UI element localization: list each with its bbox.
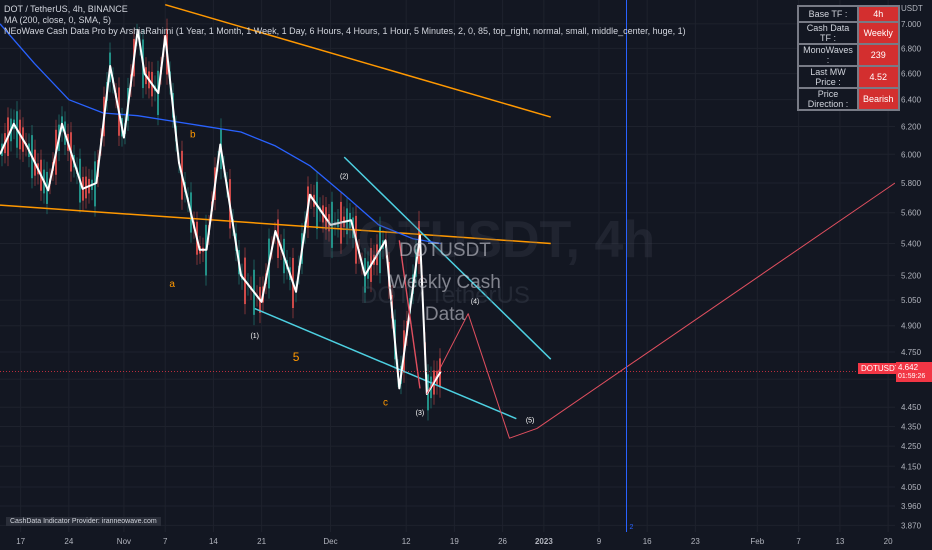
cash-data-table: Base TF : 4h Cash Data TF : Weekly MonoW… <box>797 5 900 111</box>
price-tick-label: 4.900 <box>901 322 922 331</box>
wave-label: (4) <box>471 299 480 306</box>
time-tick-label: Feb <box>750 537 764 546</box>
table-row: MonoWaves : 239 <box>798 44 899 66</box>
watermark-description: DOT / TetherUS <box>360 282 530 309</box>
projection-line <box>426 182 896 439</box>
time-axis-panel <box>0 532 932 550</box>
watermark-line2: Weekly Cash Data <box>389 272 501 325</box>
neowave-indicator-legend[interactable]: NEoWave Cash Data Pro by ArshiaRahimi (1… <box>4 26 686 36</box>
last-price-value: 4.642 <box>898 363 919 372</box>
price-tick-label: 4.450 <box>901 403 922 412</box>
time-tick-label: 16 <box>643 537 652 546</box>
time-axis[interactable]: 17 24 Nov 7 14 21 Dec 12 19 26 2023 9 16 23 Feb 7 13 20 <box>0 532 932 550</box>
table-row: Last MW Price : 4.52 <box>798 66 899 88</box>
price-tick-label: 3.870 <box>901 521 922 530</box>
price-tick-label: 5.200 <box>901 271 922 280</box>
table-label: Last MW Price : <box>798 66 858 88</box>
price-tick-label: 5.800 <box>901 179 922 188</box>
table-label: Cash Data TF : <box>798 22 858 44</box>
trendline-channel-upper <box>343 156 552 360</box>
price-axis[interactable]: 7.000 6.800 6.600 6.400 6.200 6.000 5.800 5.600… <box>895 0 932 550</box>
price-tick-label: 6.200 <box>901 123 922 132</box>
time-tick-label: 2023 <box>535 537 553 546</box>
wave-3-drop-line <box>398 240 421 389</box>
time-tick-label: 13 <box>835 537 844 546</box>
watermark-line1: DOTUSDT <box>399 240 491 261</box>
time-tick-label: 12 <box>402 537 411 546</box>
price-tick-label: 6.400 <box>901 96 922 105</box>
trendline-orange-lower <box>0 204 551 245</box>
neowave-line <box>0 28 442 396</box>
table-row: Cash Data TF : Weekly <box>798 22 899 44</box>
price-tick-label: 6.800 <box>901 44 922 53</box>
cycle-label: 2 <box>630 524 634 531</box>
price-tick-label: 4.750 <box>901 348 922 357</box>
time-tick-label: 23 <box>691 537 700 546</box>
wave-label: 5 <box>293 350 300 364</box>
price-tick-label: 6.600 <box>901 70 922 79</box>
wave-label: a <box>169 279 175 290</box>
trendline-channel-lower <box>254 307 517 420</box>
price-axis-panel <box>895 0 932 550</box>
moving-average-line <box>0 23 441 245</box>
price-tick-label: 6.000 <box>901 150 922 159</box>
time-tick-label: 19 <box>450 537 459 546</box>
time-tick-label: 21 <box>257 537 266 546</box>
table-label: MonoWaves : <box>798 44 858 66</box>
table-value: 4h <box>858 6 899 22</box>
table-value: 4.52 <box>858 66 899 88</box>
watermark-symbol: DOTUSDT, 4h <box>320 211 656 269</box>
time-tick-label: 7 <box>796 537 801 546</box>
ma-indicator-legend[interactable]: MA (200, close, 0, SMA, 5) <box>4 15 112 25</box>
table-value: Weekly <box>858 22 899 44</box>
time-tick-label: 7 <box>163 537 168 546</box>
chart-lines: 2 <box>0 0 896 532</box>
symbol-title[interactable]: DOT / TetherUS, 4h, BINANCE <box>4 4 128 14</box>
time-tick-label: Nov <box>117 537 131 546</box>
bar-countdown: 01:59:26 <box>898 373 926 380</box>
price-tick-label: 5.050 <box>901 296 922 305</box>
price-tick-label: 4.250 <box>901 442 922 451</box>
price-tick-label: 3.960 <box>901 502 922 511</box>
price-tick-label: 5.600 <box>901 209 922 218</box>
trendline-orange-upper <box>165 3 551 118</box>
currency-label: USDT <box>901 4 923 13</box>
last-price-label: 4.642 01:59:26 <box>896 362 932 382</box>
table-value: Bearish <box>858 88 899 110</box>
time-tick-label: 17 <box>16 537 25 546</box>
wave-annotations: b a (1) 5 (2) c (3) (4) (5) <box>169 130 534 425</box>
price-tick-label: 4.050 <box>901 483 922 492</box>
price-tick-label: 4.350 <box>901 422 922 431</box>
table-label: Price Direction : <box>798 88 858 110</box>
table-row: Price Direction : Bearish <box>798 88 899 110</box>
time-tick-label: 26 <box>498 537 507 546</box>
wave-label: b <box>190 130 196 141</box>
time-tick-label: 24 <box>64 537 73 546</box>
price-tick-label: 7.000 <box>901 20 922 29</box>
wave-label: (5) <box>526 418 535 425</box>
wave-label: (3) <box>416 410 425 417</box>
price-tick-label: 4.150 <box>901 462 922 471</box>
chart-grid <box>0 0 895 532</box>
watermark-label: DOTUSDT Weekly Cash Data <box>375 235 515 331</box>
price-tick-label: 5.400 <box>901 239 922 248</box>
time-tick-label: 14 <box>209 537 218 546</box>
time-tick-label: Dec <box>323 537 337 546</box>
table-label: Base TF : <box>798 6 858 22</box>
wave-label: c <box>383 397 388 408</box>
time-tick-label: 9 <box>597 537 602 546</box>
provider-label: CashData Indicator Provider: iranneowave… <box>6 517 161 526</box>
chart-legend: DOT / TetherUS, 4h, BINANCE MA (200, clo… <box>4 4 686 37</box>
table-value: 239 <box>858 44 899 66</box>
table-row: Base TF : 4h <box>798 6 899 22</box>
time-tick-label: 20 <box>884 537 893 546</box>
symbol-price-tag: DOTUSDT <box>858 363 903 374</box>
wave-label: (2) <box>340 174 349 181</box>
wave-label: (1) <box>250 333 259 340</box>
